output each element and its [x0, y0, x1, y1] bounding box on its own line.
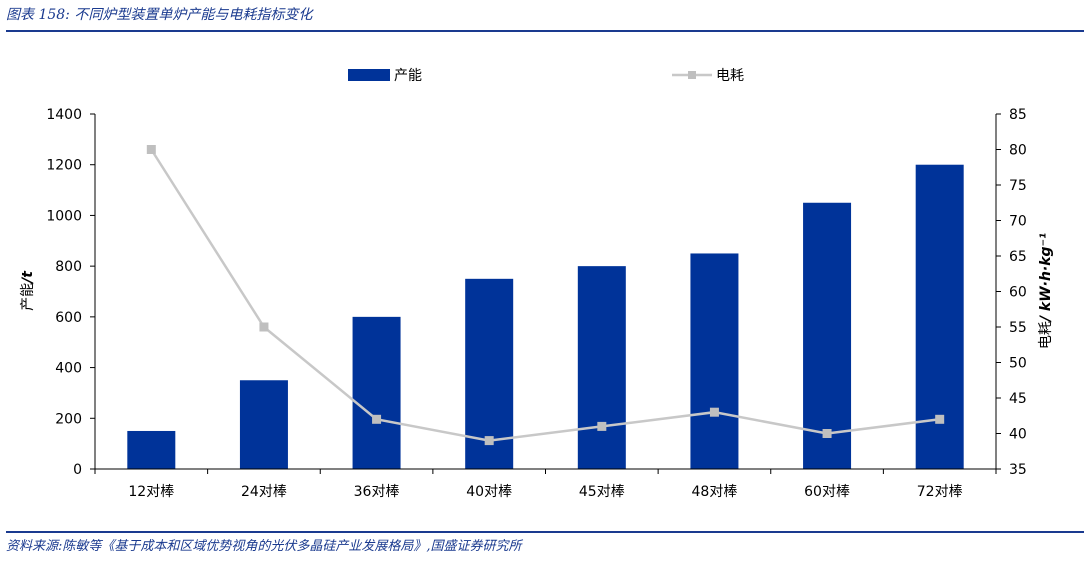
y-left-tick-label: 400: [55, 361, 82, 377]
y-left-tick-label: 600: [55, 310, 82, 326]
line-series-energy: [150, 148, 940, 442]
x-tick-label: 45对棒: [579, 484, 625, 500]
line-point-7: [822, 429, 832, 438]
y-left-tick-label: 1200: [46, 158, 82, 174]
y-left-tick-label: 200: [55, 411, 82, 427]
x-tick-label: 40对棒: [466, 484, 512, 500]
y-right-tick-label: 75: [1009, 178, 1027, 194]
line-point-5: [597, 421, 607, 431]
x-tick-label: 36对棒: [354, 484, 400, 500]
bar-6: [690, 253, 739, 469]
y-right-tick-label: 45: [1009, 391, 1027, 407]
y-axis-left-title-text: 产能: [20, 283, 36, 311]
y-axis-left-title: 产能/t: [20, 270, 36, 311]
legend-line-label: 电耗: [716, 68, 744, 84]
y-right-tick-label: 40: [1009, 427, 1027, 443]
x-tick-label: 48对棒: [692, 484, 738, 500]
line-point-6: [709, 407, 719, 417]
bar-2: [239, 380, 288, 469]
y-right-tick-label: 80: [1009, 143, 1027, 159]
y-axis-left-unit: /t: [20, 270, 36, 285]
line-point-1: [146, 145, 156, 154]
y-right-tick-label: 65: [1009, 249, 1027, 265]
line-point-2: [259, 322, 269, 332]
figure-title: 图表 158: 不同炉型装置单炉产能与电耗指标变化: [6, 7, 313, 23]
y-right-tick-label: 70: [1009, 214, 1027, 230]
x-tick-label: 24对棒: [241, 484, 287, 500]
y-right-tick-label: 55: [1009, 320, 1027, 336]
bar-3: [352, 316, 401, 469]
y-right-tick-label: 50: [1009, 356, 1027, 372]
line-point-3: [372, 414, 382, 424]
y-right-tick-label: 60: [1009, 285, 1027, 301]
y-left-tick-label: 0: [73, 462, 82, 478]
y-left-tick-label: 1000: [46, 208, 82, 224]
y-right-tick-label: 35: [1009, 462, 1027, 478]
legend-bar-swatch: [348, 69, 390, 81]
title-divider: [6, 30, 1084, 32]
x-tick-label: 12对棒: [128, 484, 174, 500]
plot-area: 0 200 400 600 800 1000 1200 1400 35 40 45 50 55 60 65 7…: [46, 107, 1026, 500]
y-axis-right-title-text: 电耗: [1038, 321, 1054, 349]
y-axis-right-unit: / kW·h·kg⁻¹: [1038, 233, 1054, 323]
source-note: 资料来源:陈敏等《基于成本和区域优势视角的光伏多晶硅产业发展格局》,国盛证券研究…: [6, 539, 522, 554]
line-point-4: [484, 436, 494, 446]
y-axis-right-title: 电耗/ kW·h·kg⁻¹: [1038, 233, 1054, 349]
y-left-tick-label: 800: [55, 259, 82, 275]
bar-7: [803, 202, 852, 469]
y-left-tick-label: 1400: [46, 107, 82, 123]
svg-text:电耗/ kW·h·kg⁻¹: 电耗/ kW·h·kg⁻¹: [1038, 233, 1054, 349]
bar-5: [577, 266, 626, 469]
line-point-8: [935, 414, 945, 424]
bar-1: [127, 430, 176, 469]
legend-bar-label: 产能: [394, 68, 422, 84]
svg-text:产能/t: 产能/t: [20, 270, 36, 311]
x-tick-label: 60对棒: [804, 484, 850, 500]
footer-divider: [6, 531, 1084, 533]
legend-line-marker: [688, 71, 696, 79]
x-tick-label: 72对棒: [917, 484, 963, 500]
y-right-tick-label: 85: [1009, 107, 1027, 123]
chart-legend: 产能 电耗: [348, 68, 744, 84]
